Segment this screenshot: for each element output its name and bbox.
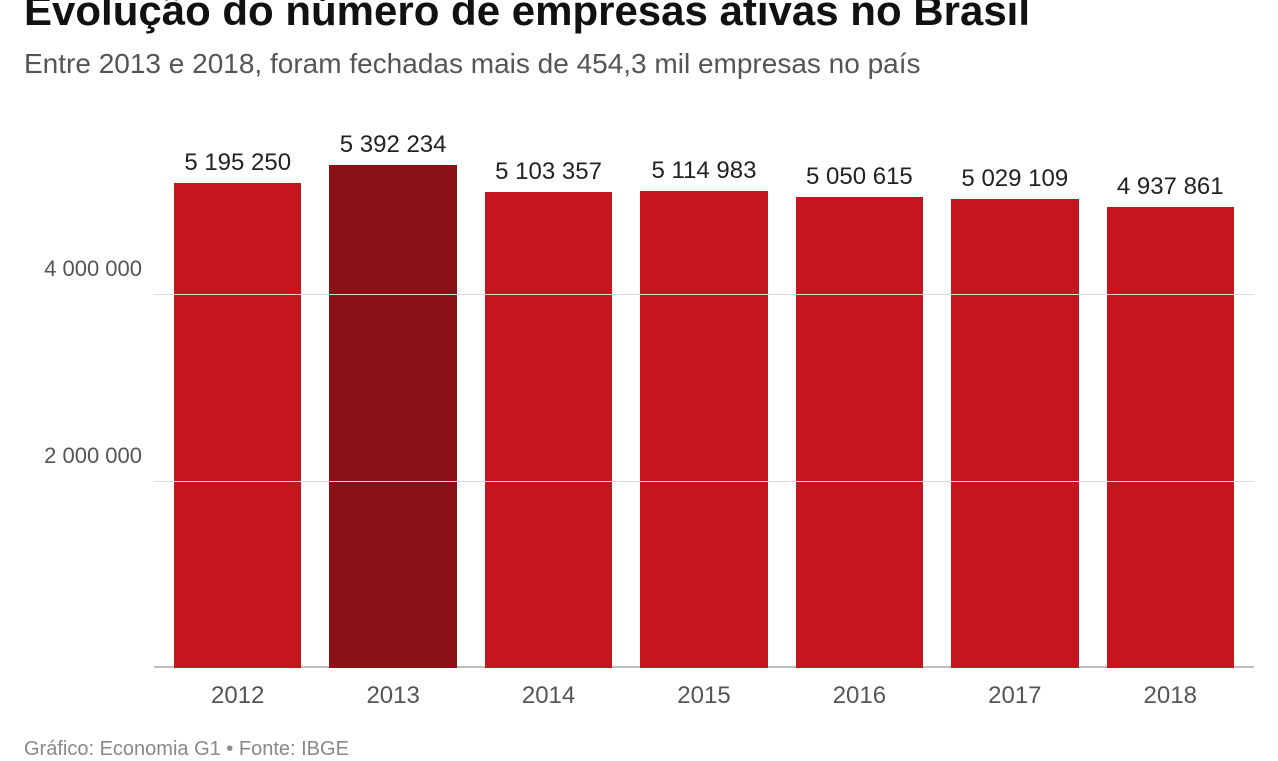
x-axis: 2012201320142015201620172018: [154, 668, 1254, 710]
x-tick-label: 2012: [160, 668, 315, 710]
bar: [796, 197, 923, 668]
chart-area: 2 000 0004 000 000 5 195 2505 392 2345 1…: [24, 108, 1254, 668]
y-axis: 2 000 000 4 000 000: [24, 108, 154, 668]
chart-footer: Gráfico: Economia G1 • Fonte: IBGE: [24, 738, 1254, 761]
bar-slot: 5 103 357: [471, 108, 626, 668]
bar: [329, 165, 456, 668]
x-tick-label: 2018: [1093, 668, 1248, 710]
bar: [640, 191, 767, 668]
bars-container: 5 195 250 5 392 234 5 103 357 5 114 983 5 05…: [154, 108, 1254, 668]
bar-value-label: 5 050 615: [806, 163, 913, 191]
bar: [485, 192, 612, 668]
bar-slot: 5 050 615: [782, 108, 937, 668]
y-tick-label: 2 000 000: [44, 443, 142, 469]
x-tick-label: 2015: [626, 668, 781, 710]
bar-slot: 5 029 109: [937, 108, 1092, 668]
y-tick-label: 4 000 000: [44, 256, 142, 282]
x-tick-label: 2013: [315, 668, 470, 710]
bar-value-label: 5 195 250: [184, 149, 291, 177]
x-tick-label: 2016: [782, 668, 937, 710]
bar-slot: 5 195 250: [160, 108, 315, 668]
chart-subtitle: Entre 2013 e 2018, foram fechadas mais d…: [24, 48, 1254, 80]
x-tick-label: 2017: [937, 668, 1092, 710]
bar: [951, 199, 1078, 668]
bar-value-label: 5 392 234: [340, 131, 447, 159]
gridline: [154, 294, 1254, 295]
bar-value-label: 5 103 357: [495, 158, 602, 186]
bar-value-label: 5 029 109: [961, 165, 1068, 193]
chart-title: Evolução do número de empresas ativas no…: [24, 0, 1254, 34]
bar-value-label: 5 114 983: [651, 157, 756, 185]
bar: [174, 183, 301, 668]
bar-slot: 5 114 983: [626, 108, 781, 668]
gridline: [154, 481, 1254, 482]
bar-value-label: 4 937 861: [1117, 173, 1224, 201]
plot-area: 5 195 250 5 392 234 5 103 357 5 114 983 5 05…: [154, 108, 1254, 668]
bar-slot: 4 937 861: [1093, 108, 1248, 668]
bar-slot: 5 392 234: [315, 108, 470, 668]
x-tick-label: 2014: [471, 668, 626, 710]
bar: [1107, 207, 1234, 668]
